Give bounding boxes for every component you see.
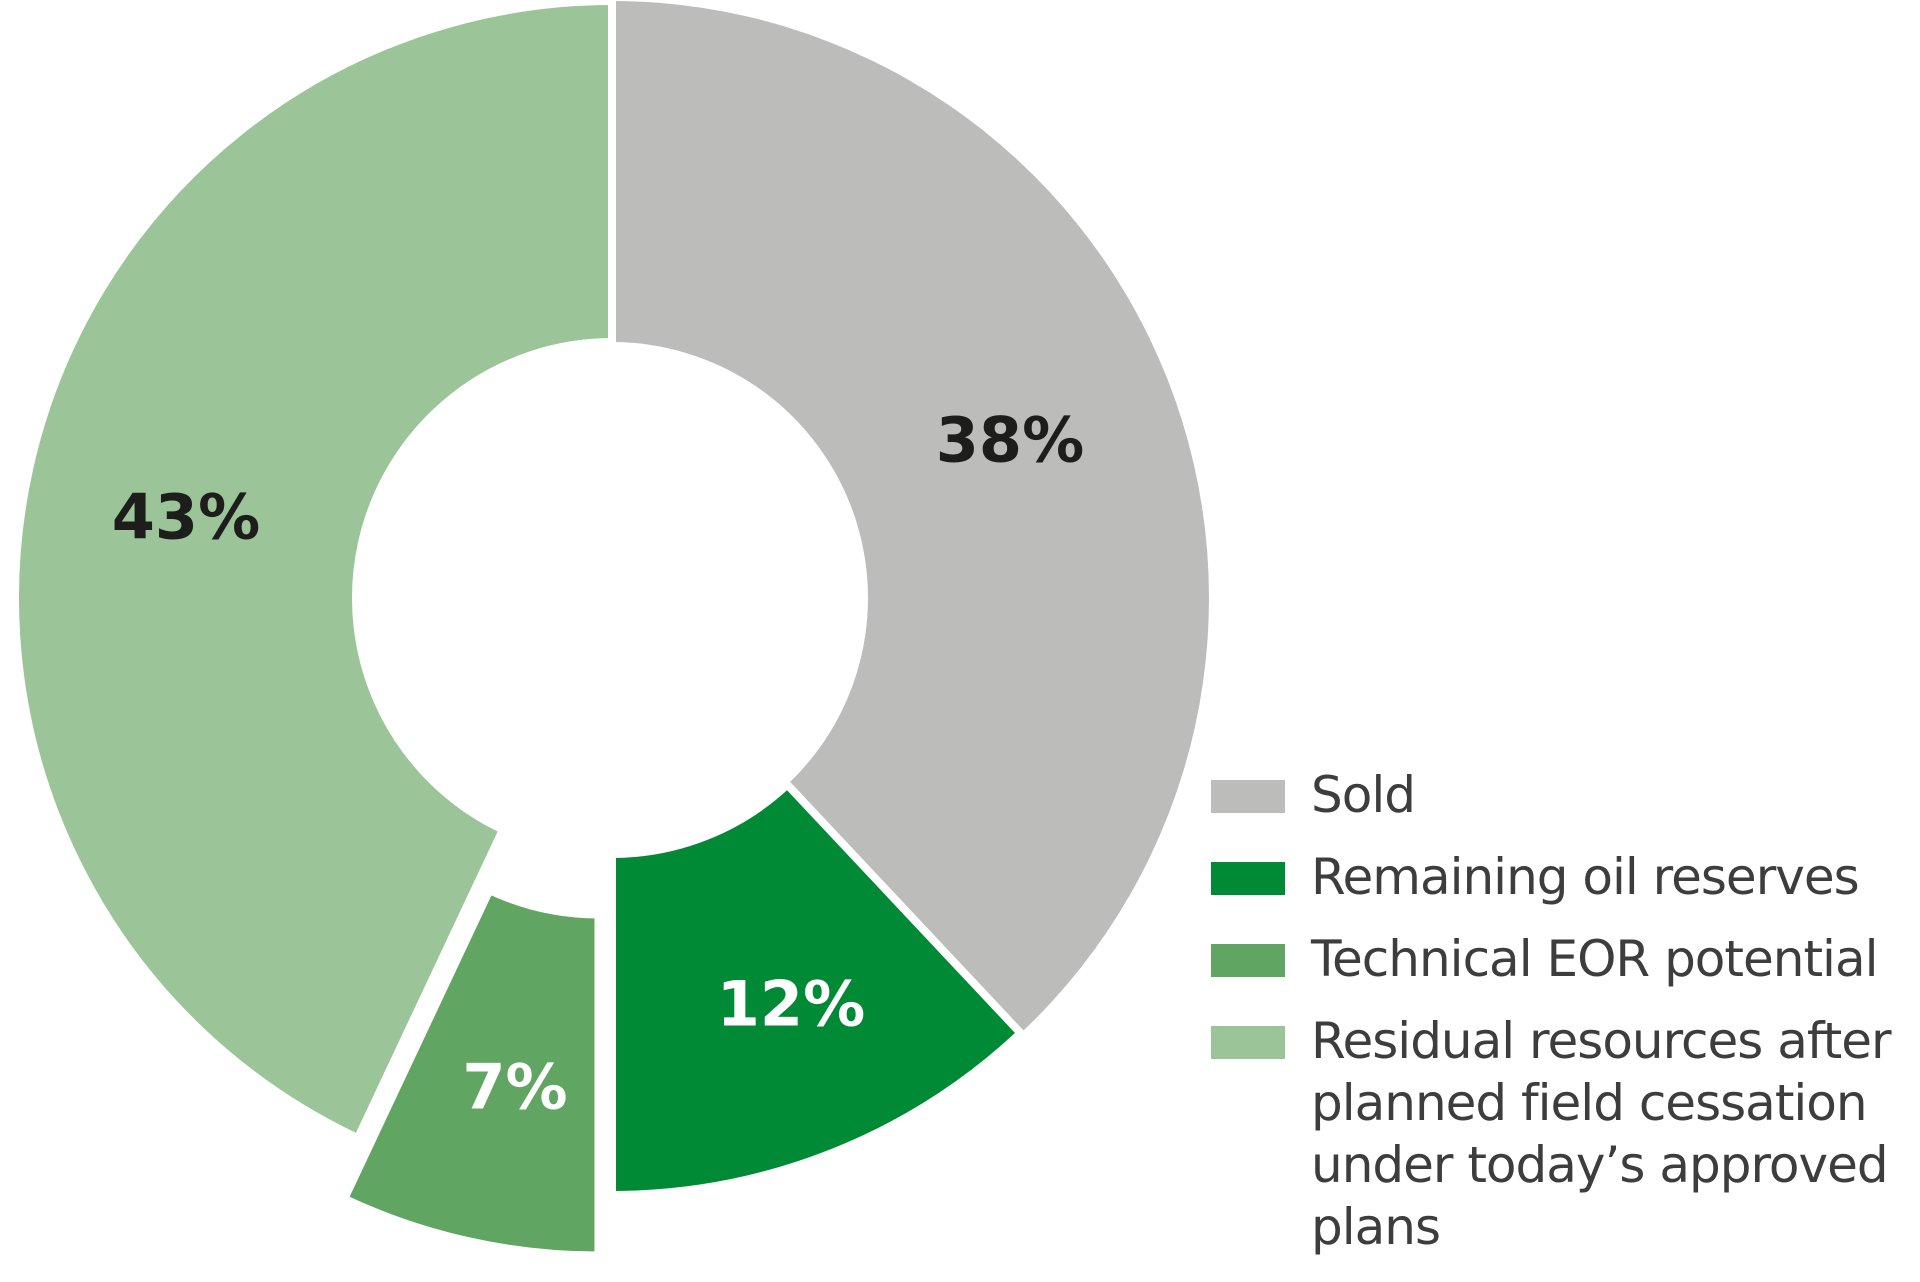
slice-sold-label: 38% [936,404,1084,477]
slice-labels: 38% 12% 7% 43% [112,404,1084,1124]
legend-swatch-remaining-oil-reserves [1211,862,1285,895]
legend-label-sold: Sold [1311,766,1416,824]
legend-label-residual-resources: Residual resources after planned field c… [1311,1012,1892,1256]
legend-label-remaining-oil-reserves: Remaining oil reserves [1311,848,1860,906]
slice-technical-eor-potential-label: 7% [462,1051,567,1124]
slice-remaining-oil-reserves [608,778,1027,1200]
slice-remaining-oil-reserves-label: 12% [717,968,865,1041]
legend-swatch-technical-eor-potential [1211,944,1285,977]
slice-residual-resources [11,0,616,1144]
legend-swatch-residual-resources [1211,1026,1285,1059]
slice-residual-resources-label: 43% [112,481,260,554]
slice-sold [612,1,1209,1034]
legend-swatch-sold [1211,780,1285,813]
donut-slices [11,0,1209,1260]
legend-label-technical-eor-potential: Technical EOR potential [1311,930,1878,988]
slice-technical-eor-potential [338,884,603,1260]
